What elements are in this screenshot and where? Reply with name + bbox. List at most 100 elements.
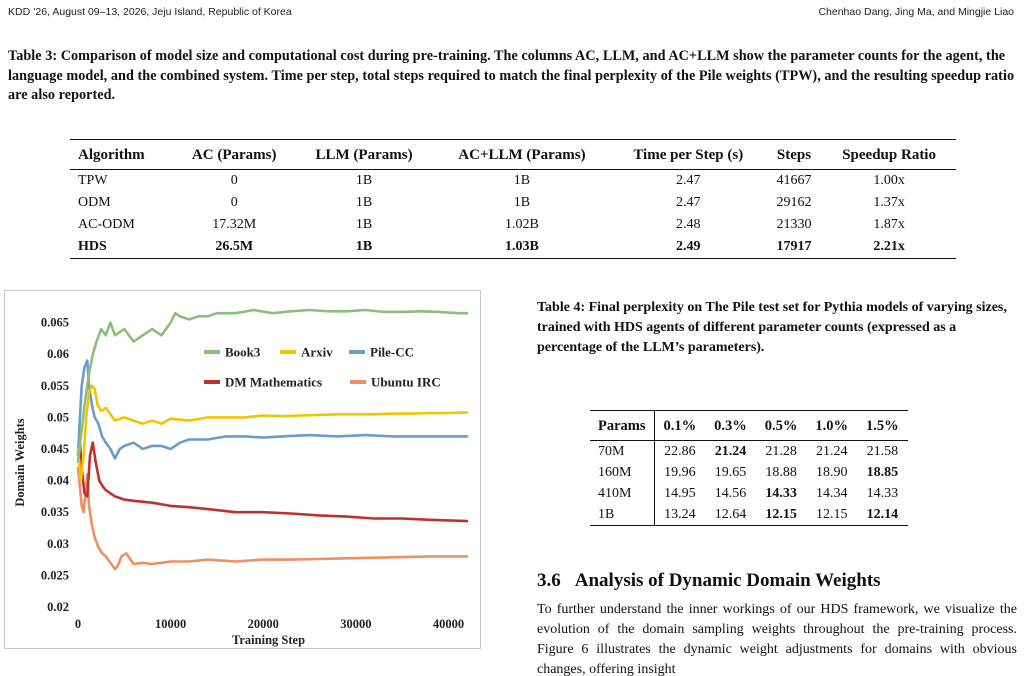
y-tick-label: 0.055 xyxy=(41,379,69,393)
table3-cell: ODM xyxy=(78,195,111,210)
y-tick-label: 0.05 xyxy=(47,410,69,424)
table4-cell: 18.85 xyxy=(866,465,899,480)
series-line-arxiv xyxy=(76,384,469,482)
table3-col-header: Time per Step (s) xyxy=(633,147,744,163)
table3-col-header: LLM (Params) xyxy=(315,147,413,163)
table3-col-header: Algorithm xyxy=(78,147,145,163)
table3-cell: 2.47 xyxy=(676,173,701,188)
table4-row: 160M 19.96 19.65 18.88 18.90 18.85 xyxy=(590,462,908,483)
legend-label: Arxiv xyxy=(301,345,333,360)
table4-col-header: 1.0% xyxy=(815,418,849,434)
table3-cell: 41667 xyxy=(776,173,812,188)
series-line-pile-cc xyxy=(76,359,469,460)
table3-cell: 1.02B xyxy=(505,217,539,232)
chart-frame xyxy=(4,290,481,649)
table3-cell: 1B xyxy=(355,195,373,210)
table4-cell: 14.95 xyxy=(664,486,696,501)
legend-label: Book3 xyxy=(225,345,261,360)
table3-cell: 2.47 xyxy=(676,195,701,210)
y-tick-label: 0.02 xyxy=(47,600,69,614)
table4-cell: 21.58 xyxy=(866,444,899,459)
table4-cell: 18.88 xyxy=(765,465,797,480)
table4: Params 0.1% 0.3% 0.5% 1.0% 1.5% 70M 22.8… xyxy=(590,410,908,526)
table4-cell: 19.96 xyxy=(664,465,696,480)
table3-cell: 1B xyxy=(513,173,531,188)
y-tick-label: 0.065 xyxy=(41,316,69,330)
table3-cell: 1B xyxy=(513,195,531,210)
y-tick-label: 0.06 xyxy=(47,347,69,361)
section-title: Analysis of Dynamic Domain Weights xyxy=(574,570,881,591)
table4-cell: 18.90 xyxy=(815,465,848,480)
x-tick-label: 30000 xyxy=(340,617,371,631)
table4-cell: 21.24 xyxy=(815,444,848,459)
table4-caption: Table 4: Final perplexity on The Pile te… xyxy=(537,300,1007,355)
table3-row: ODM 0 1B 1B 2.47 29162 1.37x xyxy=(70,192,956,214)
table3-cell: 1B xyxy=(355,217,373,232)
table4-cell: 13.24 xyxy=(664,507,696,522)
table4-row: 1B 13.24 12.64 12.15 12.15 12.14 xyxy=(590,504,908,526)
table3-cell: 0 xyxy=(230,195,238,210)
table4-row: 410M 14.95 14.56 14.33 14.34 14.33 xyxy=(590,483,908,504)
table3-cell: 1.37x xyxy=(873,195,905,210)
table3-cell: 1.03B xyxy=(505,239,539,254)
table3-cell: 17.32M xyxy=(212,217,257,232)
table3-col-header: AC (Params) xyxy=(191,147,277,163)
y-axis-title: Domain Weights xyxy=(13,418,27,506)
table4-cell: 19.65 xyxy=(714,465,747,480)
table3-cell: 0 xyxy=(230,173,238,188)
table4-cell: 21.28 xyxy=(765,444,797,459)
table4-col-header: 0.5% xyxy=(764,418,798,434)
running-header-venue: KDD ’26, August 09–13, 2026, Jeju Island… xyxy=(8,6,292,18)
table3-cell: AC-ODM xyxy=(78,217,135,232)
table3-cell: 1.00x xyxy=(873,173,905,188)
table4-cell: 1B xyxy=(590,504,655,526)
section-body: To further understand the inner workings… xyxy=(537,602,1017,676)
series-line-book3 xyxy=(76,308,469,463)
table3-cell: 29162 xyxy=(776,195,812,210)
domain-weights-chart: 0.02 0.025 0.03 0.035 0.04 0.045 0.05 0.055 0.06… xyxy=(4,290,482,650)
table3-cell: 1B xyxy=(355,239,373,254)
table4-header-row: Params 0.1% 0.3% 0.5% 1.0% 1.5% xyxy=(590,410,908,441)
table4-cell: 14.34 xyxy=(815,486,848,501)
table3-cell: 17917 xyxy=(776,239,812,254)
table3-cell: 1.87x xyxy=(873,217,905,232)
table4-cell: 160M xyxy=(590,462,655,483)
table3-header-row: Algorithm AC (Params) LLM (Params) AC+LL… xyxy=(70,139,956,170)
table3-col-header: AC+LLM (Params) xyxy=(458,147,586,163)
y-tick-label: 0.025 xyxy=(41,568,69,582)
table4-cell: 12.14 xyxy=(866,507,899,522)
x-tick-label: 10000 xyxy=(155,617,186,631)
table4-col-header: 1.5% xyxy=(866,418,899,434)
table3-cell: 1B xyxy=(355,173,373,188)
table3-cell: 2.49 xyxy=(676,239,701,254)
table3-row: TPW 0 1B 1B 2.47 41667 1.00x xyxy=(70,170,956,193)
x-axis-title: Training Step xyxy=(232,633,305,647)
x-tick-label: 0 xyxy=(75,617,81,631)
legend-label: Ubuntu IRC xyxy=(371,375,441,390)
table4-col-header: Params xyxy=(590,410,655,441)
section-heading: 3.6 Analysis of Dynamic Domain Weights xyxy=(537,570,881,592)
y-tick-label: 0.035 xyxy=(41,505,69,519)
x-tick-label: 40000 xyxy=(433,617,464,631)
legend-label: DM Mathematics xyxy=(225,375,322,390)
legend-label: Pile-CC xyxy=(370,345,414,360)
table4-cell: 70M xyxy=(590,440,655,462)
table3-cell: 21330 xyxy=(776,217,812,232)
table4-cell: 14.56 xyxy=(714,486,747,501)
legend-background xyxy=(198,338,464,396)
table4-cell: 12.15 xyxy=(815,507,848,522)
table4-cell: 12.15 xyxy=(765,507,797,522)
table3-cell: 2.21x xyxy=(873,239,905,254)
table4-cell: 21.24 xyxy=(714,444,747,459)
table3-caption: Table 3: Comparison of model size and co… xyxy=(8,48,1015,103)
table4-col-header: 0.3% xyxy=(714,418,747,434)
y-tick-label: 0.045 xyxy=(41,442,69,456)
table3-cell: 26.5M xyxy=(215,239,254,254)
table4-cell: 22.86 xyxy=(664,444,696,459)
section-number: 3.6 xyxy=(537,570,561,591)
table3: Algorithm AC (Params) LLM (Params) AC+LL… xyxy=(70,139,956,259)
table4-row: 70M 22.86 21.24 21.28 21.24 21.58 xyxy=(590,440,908,462)
running-header-authors: Chenhao Dang, Jing Ma, and Mingjie Liao xyxy=(818,6,1014,18)
domain-weights-svg: 0.02 0.025 0.03 0.035 0.04 0.045 0.05 0.055 0.06… xyxy=(4,290,481,649)
table3-cell: TPW xyxy=(78,173,108,188)
